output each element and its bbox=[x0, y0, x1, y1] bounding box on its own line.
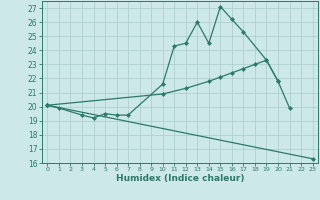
X-axis label: Humidex (Indice chaleur): Humidex (Indice chaleur) bbox=[116, 174, 244, 183]
